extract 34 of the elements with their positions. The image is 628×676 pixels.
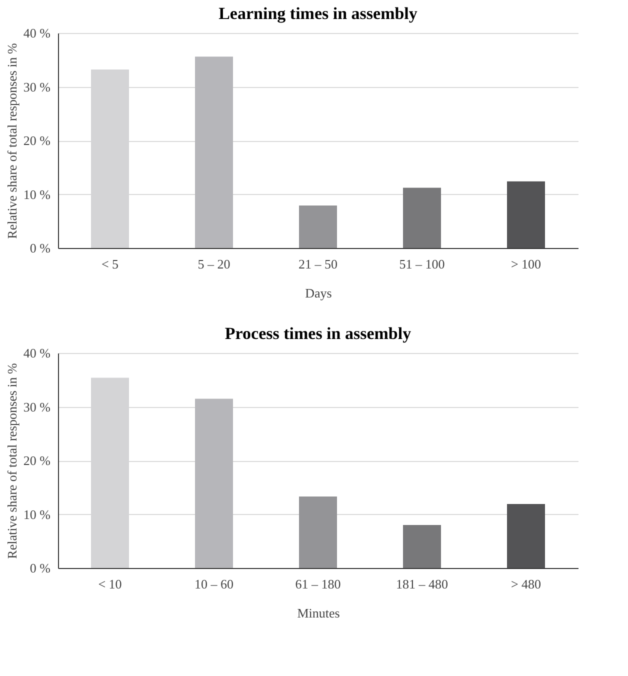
y-tick-label: 0 % bbox=[30, 240, 51, 256]
x-tick-label: 21 – 50 bbox=[298, 256, 338, 272]
bar bbox=[195, 398, 233, 568]
bar bbox=[403, 525, 441, 568]
y-axis-title: Relative share of total responses in % bbox=[4, 363, 20, 559]
x-tick-label: 5 – 20 bbox=[198, 256, 230, 272]
y-axis-title: Relative share of total responses in % bbox=[4, 43, 20, 239]
y-tick-label: 30 % bbox=[23, 79, 51, 94]
x-tick-label: 61 – 180 bbox=[295, 576, 341, 592]
bar bbox=[403, 188, 441, 248]
x-axis-title: Minutes bbox=[297, 606, 340, 620]
bar bbox=[299, 206, 337, 248]
y-tick-label: 0 % bbox=[30, 560, 51, 576]
x-tick-label: 51 – 100 bbox=[399, 256, 445, 272]
y-tick-label: 10 % bbox=[23, 506, 51, 522]
x-tick-label: 181 – 480 bbox=[396, 576, 448, 592]
x-tick-label: > 100 bbox=[510, 256, 542, 272]
x-tick-label: < 5 bbox=[101, 256, 119, 272]
x-tick-label: < 10 bbox=[98, 576, 122, 592]
bar bbox=[507, 504, 545, 568]
y-tick-label: 20 % bbox=[23, 453, 51, 468]
bar bbox=[299, 496, 337, 568]
bar bbox=[195, 56, 233, 248]
chart-title: Process times in assembly bbox=[224, 324, 412, 343]
x-axis-title: Days bbox=[305, 286, 332, 300]
y-tick-label: 40 % bbox=[23, 26, 51, 40]
y-tick-label: 40 % bbox=[23, 346, 51, 360]
x-tick-label: > 480 bbox=[510, 576, 542, 592]
y-tick-label: 30 % bbox=[23, 399, 51, 414]
chart-title: Learning times in assembly bbox=[218, 4, 418, 23]
bar bbox=[507, 181, 545, 248]
y-tick-label: 20 % bbox=[23, 133, 51, 148]
y-tick-label: 10 % bbox=[23, 186, 51, 202]
x-tick-label: 10 – 60 bbox=[194, 576, 234, 592]
